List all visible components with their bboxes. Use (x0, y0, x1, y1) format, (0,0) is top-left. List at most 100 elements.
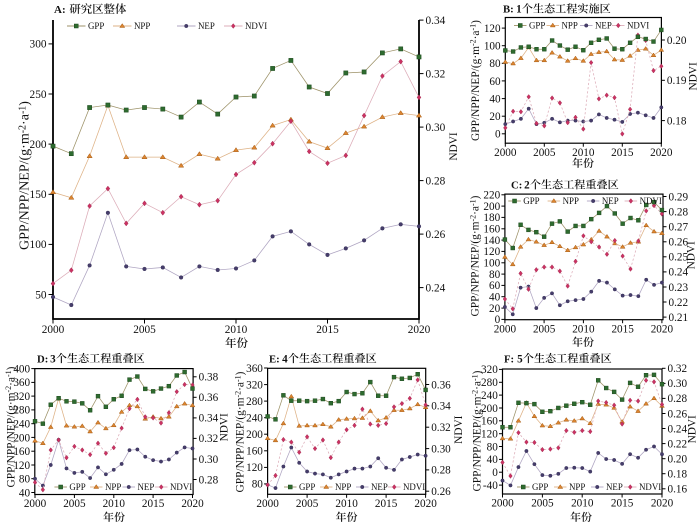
svg-text:0.19: 0.19 (667, 75, 687, 87)
svg-text:2005: 2005 (133, 324, 156, 336)
svg-text:200: 200 (483, 201, 500, 213)
svg-text:2020: 2020 (651, 323, 674, 335)
svg-text:280: 280 (246, 396, 263, 408)
svg-text:80: 80 (489, 269, 501, 281)
svg-text:2000: 2000 (42, 324, 65, 336)
svg-text:GPP: GPP (523, 196, 539, 206)
svg-text:0.29: 0.29 (669, 191, 689, 203)
svg-text:40: 40 (489, 292, 501, 304)
svg-text:0.28: 0.28 (426, 175, 446, 187)
svg-text:NDVI: NDVI (686, 415, 698, 443)
svg-text:NDVI: NDVI (687, 62, 699, 90)
svg-text:0: 0 (495, 129, 501, 141)
svg-text:100: 100 (30, 239, 47, 251)
svg-text:2020: 2020 (650, 147, 673, 159)
svg-text:2015: 2015 (611, 498, 634, 510)
svg-text:2010: 2010 (572, 323, 595, 335)
svg-text:0.28: 0.28 (199, 474, 219, 486)
svg-text:2020: 2020 (414, 498, 437, 510)
svg-text:320: 320 (13, 391, 30, 403)
svg-text:NPP: NPP (563, 196, 579, 206)
svg-text:0: 0 (495, 314, 501, 326)
svg-text:NDVI: NDVI (218, 413, 230, 441)
svg-text:2005: 2005 (533, 147, 556, 159)
svg-text:0.30: 0.30 (426, 122, 446, 134)
svg-text:2000: 2000 (491, 498, 514, 510)
svg-text:0.18: 0.18 (667, 115, 687, 127)
svg-text:-40: -40 (483, 480, 498, 492)
svg-text:100: 100 (483, 258, 500, 270)
svg-text:0.26: 0.26 (426, 229, 446, 241)
svg-text:180: 180 (483, 212, 500, 224)
svg-text:80: 80 (489, 58, 501, 70)
svg-text:2010: 2010 (103, 498, 126, 510)
svg-text:40: 40 (19, 487, 31, 499)
svg-text:80: 80 (252, 479, 264, 491)
svg-text:0.20: 0.20 (668, 453, 688, 465)
svg-text:240: 240 (13, 418, 30, 430)
svg-text:2020: 2020 (651, 498, 674, 510)
svg-text:2005: 2005 (296, 498, 319, 510)
svg-text:0.22: 0.22 (669, 297, 689, 309)
svg-text:NPP: NPP (105, 482, 121, 492)
svg-text:200: 200 (246, 429, 263, 441)
svg-text:0.21: 0.21 (669, 312, 689, 324)
svg-text:3: 3 (50, 353, 56, 365)
svg-text:0.32: 0.32 (431, 422, 451, 434)
svg-text:0.26: 0.26 (669, 237, 689, 249)
svg-text:GPP/NPP/NEP/(g·m-2·a-1): GPP/NPP/NEP/(g·m-2·a-1) (468, 195, 481, 316)
svg-text:60: 60 (489, 280, 501, 292)
svg-text:120: 120 (481, 428, 498, 440)
svg-text:0.26: 0.26 (431, 486, 451, 498)
svg-text:2000: 2000 (494, 323, 517, 335)
svg-text:40: 40 (487, 454, 499, 466)
svg-text:360: 360 (246, 363, 263, 375)
svg-text:50: 50 (35, 289, 47, 301)
svg-text:NPP: NPP (569, 482, 585, 492)
svg-text:2020: 2020 (408, 324, 431, 336)
svg-text:NPP: NPP (134, 21, 150, 31)
svg-text:0.24: 0.24 (668, 423, 688, 435)
svg-text:GPP/NPP/NEP/(g·m-2·a-1): GPP/NPP/NEP/(g·m-2·a-1) (471, 370, 484, 491)
svg-text:NDVI: NDVI (685, 241, 697, 269)
svg-text:NEP: NEP (602, 196, 619, 206)
svg-text:20: 20 (489, 303, 501, 315)
svg-text:NDVI: NDVI (627, 21, 649, 31)
svg-text:120: 120 (483, 246, 500, 258)
svg-text:240: 240 (481, 390, 498, 402)
svg-text:0.34: 0.34 (199, 413, 219, 425)
svg-text:NPP: NPP (562, 21, 578, 31)
svg-text:0.16: 0.16 (668, 484, 688, 496)
svg-text:0.28: 0.28 (668, 393, 688, 405)
svg-text:120: 120 (484, 23, 501, 35)
svg-text:160: 160 (481, 416, 498, 428)
svg-text:2005: 2005 (63, 498, 86, 510)
svg-text:0.34: 0.34 (431, 401, 451, 413)
svg-text:0.30: 0.30 (431, 443, 451, 455)
svg-text:0.34: 0.34 (426, 15, 446, 27)
svg-text:0.36: 0.36 (199, 392, 219, 404)
svg-text:160: 160 (13, 446, 30, 458)
svg-text:280: 280 (481, 377, 498, 389)
svg-text:NEP: NEP (606, 482, 623, 492)
svg-text:2010: 2010 (225, 324, 248, 336)
svg-text:240: 240 (246, 412, 263, 424)
svg-text:E:: E: (269, 353, 280, 365)
svg-text:NDVI: NDVI (403, 482, 425, 492)
svg-text:0.25: 0.25 (669, 252, 689, 264)
svg-text:160: 160 (483, 224, 500, 236)
svg-text:GPP/NPP/NEP/(g·m-2·a-1): GPP/NPP/NEP/(g·m-2·a-1) (17, 101, 32, 250)
svg-text:A:: A: (54, 4, 66, 16)
svg-text:2000: 2000 (494, 147, 517, 159)
svg-text:NEP: NEP (371, 482, 388, 492)
svg-text:GPP/NPP/NEP/(g·m-2·a-1): GPP/NPP/NEP/(g·m-2·a-1) (234, 371, 247, 492)
svg-text:2015: 2015 (375, 498, 398, 510)
svg-text:1: 1 (516, 4, 522, 16)
svg-text:F:: F: (504, 353, 514, 365)
svg-text:0.32: 0.32 (199, 433, 219, 445)
svg-text:GPP/NPP/NEP/(g·m-2·a-1): GPP/NPP/NEP/(g·m-2·a-1) (469, 20, 482, 141)
svg-text:NPP: NPP (335, 482, 351, 492)
svg-text:4: 4 (282, 353, 288, 365)
svg-text:2000: 2000 (24, 498, 47, 510)
svg-text:200: 200 (30, 139, 47, 151)
